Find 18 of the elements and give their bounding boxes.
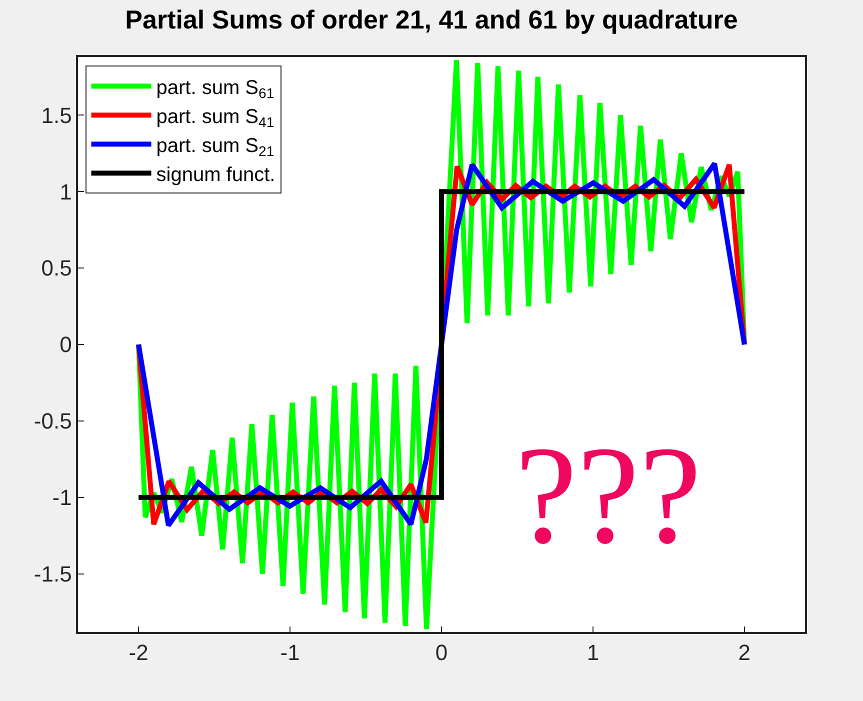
x-tick-label: -1 xyxy=(280,640,300,666)
y-tick-label: 1.5 xyxy=(41,102,72,128)
y-tick-label: 1 xyxy=(60,179,72,204)
y-tick-label: -0.5 xyxy=(34,408,72,434)
x-tick-label: 2 xyxy=(738,640,751,666)
x-tick-label: 0 xyxy=(435,640,448,666)
y-tick-label: 0 xyxy=(60,332,72,358)
x-tick-label: -2 xyxy=(128,640,148,666)
annotation: ??? xyxy=(515,418,702,573)
y-tick-label: -1 xyxy=(52,485,72,510)
x-tick-label: 1 xyxy=(586,640,600,666)
legend-label: signum funct. xyxy=(156,164,276,186)
legend-label: part. sum S$_{21}$ xyxy=(156,134,274,160)
legend-label: part. sum S$_{41}$ xyxy=(156,106,274,130)
y-tick-label: 0.5 xyxy=(41,256,72,281)
chart-title: Partial Sums of order 21, 41 and 61 by quadrature xyxy=(125,4,738,35)
legend-label: part. sum S$_{61}$ xyxy=(156,76,274,102)
y-tick-label: -1.5 xyxy=(34,562,72,587)
